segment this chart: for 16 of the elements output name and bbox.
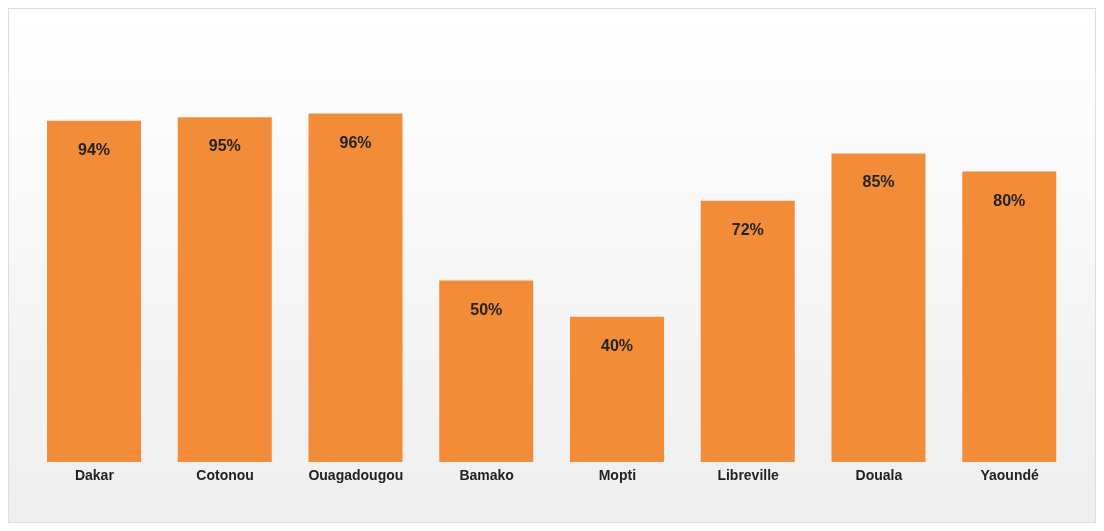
- data-label: 72%: [731, 220, 764, 238]
- x-tick-label: Cotonou: [196, 466, 254, 483]
- data-label: 50%: [470, 300, 503, 318]
- x-tick-label: Ouagadougou: [308, 466, 404, 483]
- x-tick-label: Yaoundé: [980, 466, 1039, 483]
- data-label: 40%: [600, 336, 634, 354]
- data-label: 95%: [208, 137, 241, 155]
- data-label: 96%: [339, 133, 372, 151]
- data-label: 80%: [993, 191, 1026, 209]
- data-label: 85%: [862, 173, 895, 191]
- x-tick-label: Libreville: [717, 466, 780, 483]
- data-label: 94%: [77, 140, 111, 158]
- x-tick-label: Dakar: [74, 466, 115, 483]
- x-tick-label: Douala: [855, 466, 903, 483]
- x-tick-label: Mopti: [598, 466, 637, 483]
- x-tick-label: Bamako: [459, 466, 514, 483]
